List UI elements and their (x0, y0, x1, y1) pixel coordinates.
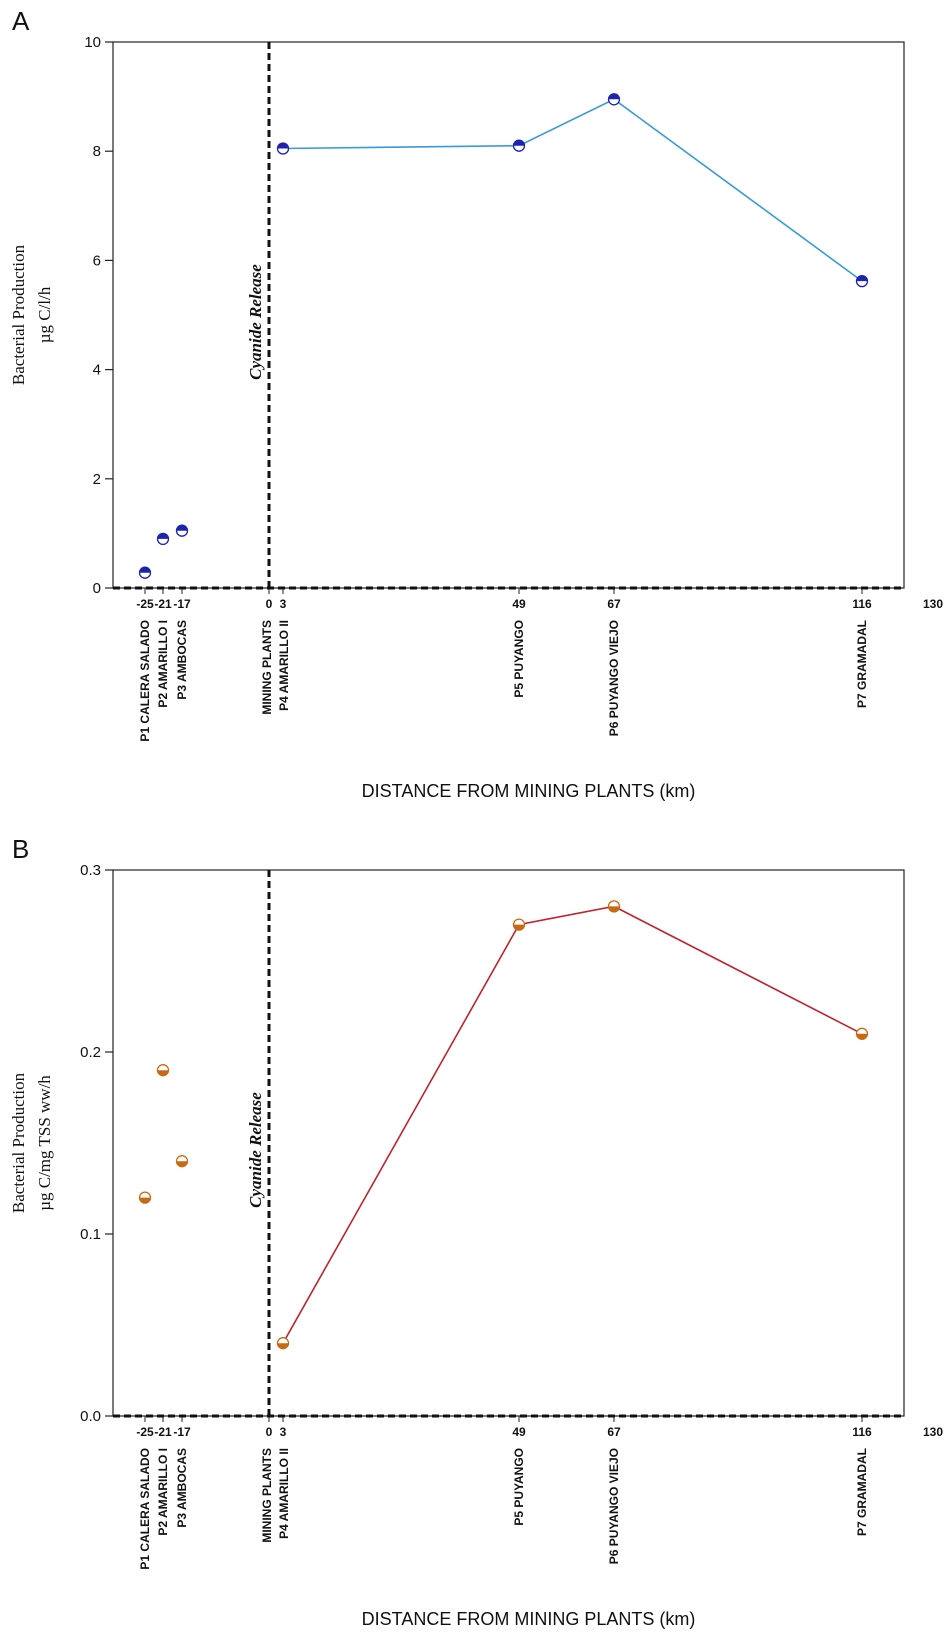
marker-fill (277, 1343, 289, 1349)
y-axis-label: Bacterial Production (9, 244, 28, 385)
y-tick-label: 6 (93, 252, 101, 269)
y-tick-label: 0.0 (80, 1408, 101, 1425)
marker-fill (277, 143, 289, 149)
x-tick-label: 3 (280, 1425, 287, 1439)
x-tick-label: -17 (173, 1425, 191, 1439)
marker-fill (608, 93, 620, 100)
x-tick-label: 49 (512, 597, 526, 611)
data-point (512, 918, 526, 931)
cyanide-release-annotation: Cyanide Release (246, 1092, 265, 1208)
y-axis-label: µg C/l/h (35, 286, 54, 343)
x-category-label: P3 AMBOCAS (175, 1448, 189, 1528)
data-point (607, 900, 621, 913)
x-tick-label: 67 (607, 1425, 621, 1439)
plot-frame (112, 869, 905, 1417)
x-category-label: P4 AMARILLO II (277, 620, 291, 711)
x-category-label: MINING PLANTS (260, 1448, 274, 1543)
marker-fill (139, 567, 151, 573)
marker-fill (139, 1197, 151, 1204)
data-point (512, 139, 526, 152)
x-tick-label: 67 (607, 597, 621, 611)
y-tick-label: 0.3 (80, 862, 101, 879)
x-tick-label: -21 (154, 597, 172, 611)
x-category-label: P6 PUYANGO VIEJO (607, 620, 621, 736)
x-tick-label: 116 (852, 597, 872, 611)
x-tick-label: 130 (923, 597, 943, 611)
data-point (138, 1191, 152, 1204)
x-axis-title: DISTANCE FROM MINING PLANTS (km) (362, 1609, 696, 1629)
x-category-label: P5 PUYANGO (512, 620, 526, 698)
data-point (276, 1337, 290, 1350)
data-point (855, 274, 869, 288)
x-tick-label: 130 (923, 1425, 943, 1439)
x-tick-label: -17 (173, 597, 191, 611)
marker-fill (608, 906, 620, 912)
x-tick-label: 49 (512, 1425, 526, 1439)
marker-fill (157, 1070, 169, 1076)
marker-fill (856, 1033, 868, 1040)
x-tick-label: -25 (136, 1425, 154, 1439)
marker-fill (513, 140, 525, 146)
data-point (156, 1064, 170, 1077)
marker-fill (157, 533, 169, 539)
plot-frame (112, 41, 905, 589)
x-tick-label: 116 (852, 1425, 872, 1439)
x-category-label: P6 PUYANGO VIEJO (607, 1448, 621, 1564)
y-tick-label: 0 (93, 580, 101, 597)
data-point (855, 1027, 869, 1040)
panel-letter: A (12, 6, 30, 36)
x-category-label: P3 AMBOCAS (175, 620, 189, 700)
y-tick-label: 4 (93, 362, 101, 379)
y-tick-label: 2 (93, 471, 101, 488)
marker-fill (176, 525, 188, 531)
x-category-label: MINING PLANTS (260, 620, 274, 715)
x-category-label: P7 GRAMADAL (855, 1448, 869, 1536)
marker-fill (513, 924, 525, 931)
data-point (276, 142, 290, 155)
y-tick-label: 10 (84, 34, 101, 51)
x-category-label: P5 PUYANGO (512, 1448, 526, 1526)
series-line (282, 98, 863, 282)
y-tick-label: 8 (93, 143, 101, 160)
series-line (282, 905, 863, 1344)
x-tick-label: 3 (280, 597, 287, 611)
x-category-label: P1 CALERA SALADO (138, 1448, 152, 1570)
marker-fill (856, 275, 868, 282)
data-point (138, 566, 152, 579)
x-tick-label: 0 (266, 597, 273, 611)
y-axis-label: Bacterial Production (9, 1072, 28, 1213)
x-category-label: P4 AMARILLO II (277, 1448, 291, 1539)
x-tick-label: -25 (136, 597, 154, 611)
x-category-label: P2 AMARILLO I (156, 620, 170, 708)
x-category-label: P1 CALERA SALADO (138, 620, 152, 742)
marker-fill (176, 1161, 188, 1167)
panel-letter: B (12, 834, 29, 864)
x-category-label: P7 GRAMADAL (855, 620, 869, 708)
cyanide-release-annotation: Cyanide Release (246, 264, 265, 380)
data-point (175, 524, 189, 537)
y-tick-label: 0.2 (80, 1044, 101, 1061)
y-tick-label: 0.1 (80, 1226, 101, 1243)
x-category-label: P2 AMARILLO I (156, 1448, 170, 1536)
y-axis-label: µg C/mg TSS ww/h (35, 1075, 54, 1211)
x-tick-label: 0 (266, 1425, 273, 1439)
data-point (607, 93, 621, 106)
data-point (156, 532, 170, 546)
x-tick-label: -21 (154, 1425, 172, 1439)
chart-panel-b: B 0.0 0.1 0.2 0.3 -25 -21 -17 0 3 49 67 116 130 Cyanid… (9, 834, 943, 1629)
data-point (175, 1155, 189, 1168)
x-axis-title: DISTANCE FROM MINING PLANTS (km) (362, 781, 696, 801)
